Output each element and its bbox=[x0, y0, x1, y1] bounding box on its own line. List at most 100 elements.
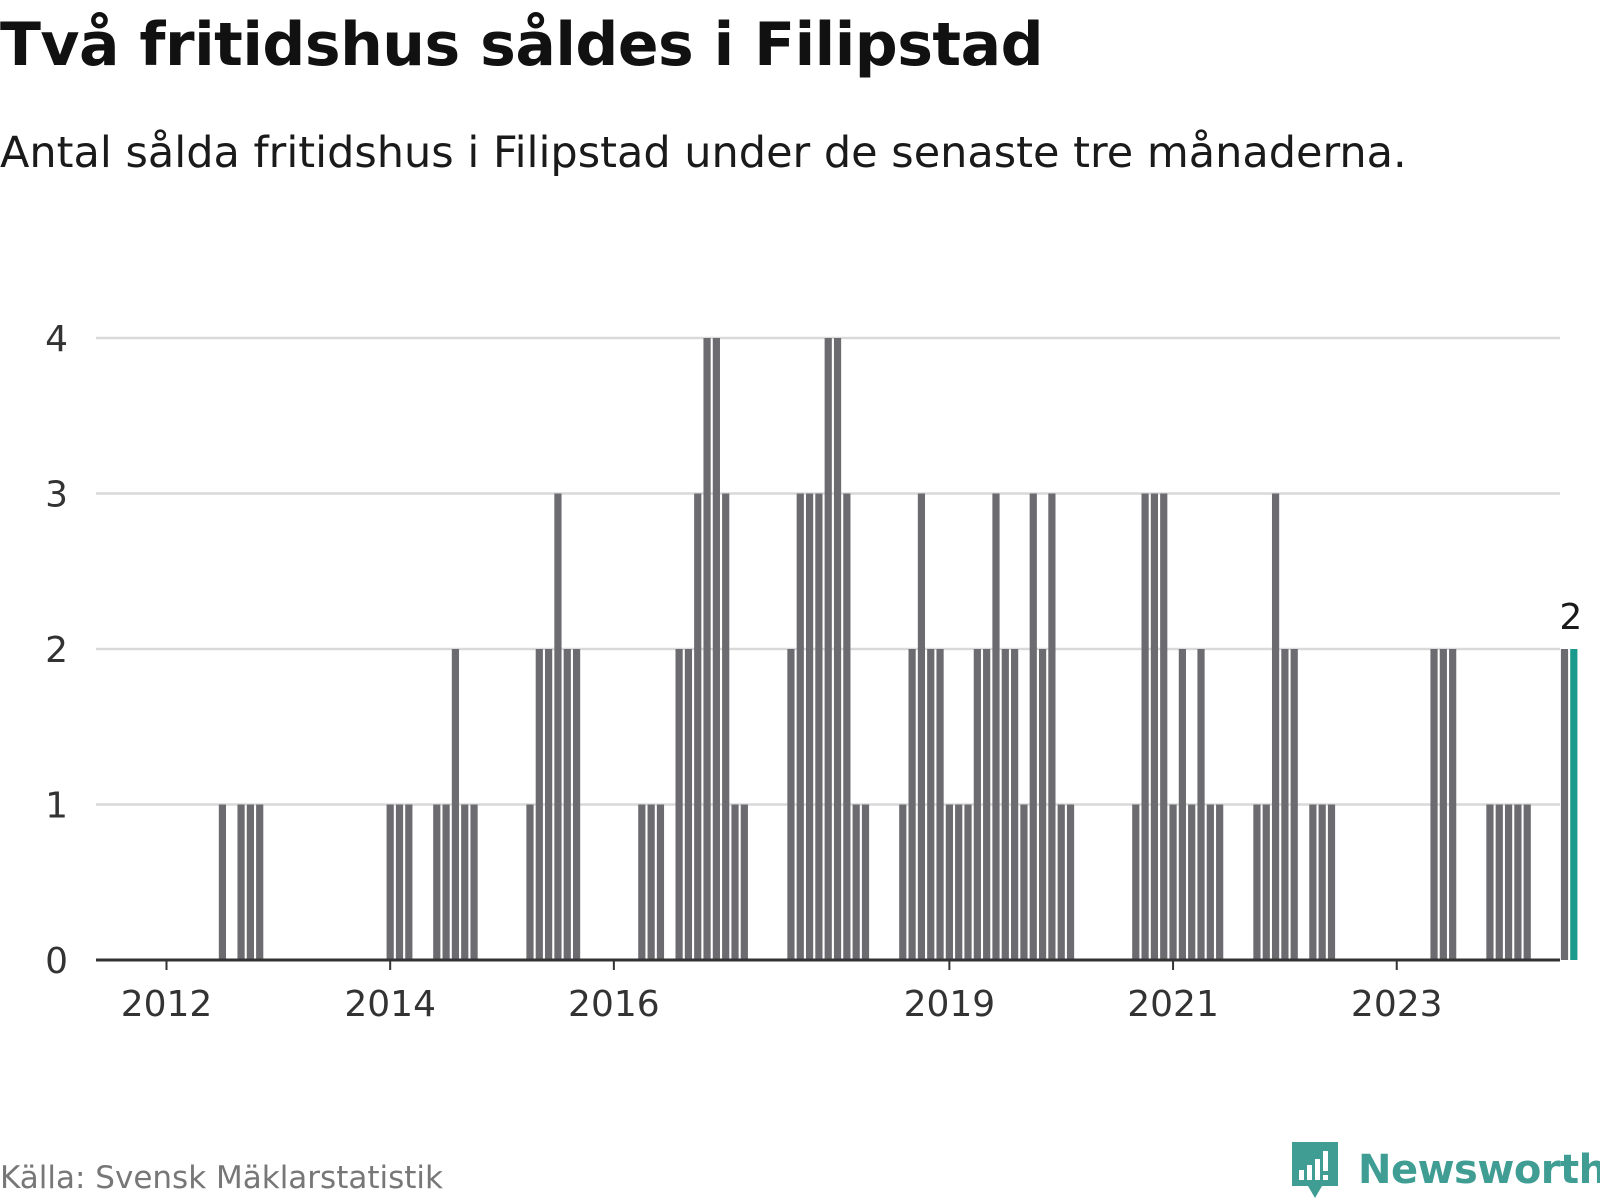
bar bbox=[712, 338, 720, 960]
bar bbox=[1197, 649, 1205, 960]
bar bbox=[563, 649, 571, 960]
bar bbox=[1188, 804, 1196, 960]
bar bbox=[638, 804, 646, 960]
bar bbox=[1020, 804, 1028, 960]
newsworthy-icon bbox=[1292, 1142, 1338, 1198]
x-tick-label: 2019 bbox=[904, 984, 996, 1025]
bar bbox=[983, 649, 991, 960]
bar bbox=[917, 493, 926, 960]
bar bbox=[1271, 493, 1280, 960]
bar bbox=[405, 804, 413, 960]
bar bbox=[1514, 804, 1522, 960]
chart-subtitle: Antal sålda fritidshus i Filipstad under… bbox=[0, 128, 1407, 178]
bar bbox=[1132, 804, 1140, 960]
bar bbox=[927, 649, 935, 960]
bar bbox=[731, 804, 739, 960]
bar bbox=[572, 649, 581, 960]
bar bbox=[973, 649, 981, 960]
x-tick-label: 2021 bbox=[1127, 984, 1219, 1025]
bar bbox=[1160, 493, 1168, 960]
bar bbox=[237, 804, 245, 960]
bar bbox=[1318, 804, 1326, 960]
bar bbox=[1290, 649, 1298, 960]
x-tick-label: 2016 bbox=[568, 984, 660, 1025]
bar bbox=[1066, 804, 1075, 960]
bar bbox=[1216, 804, 1224, 960]
bar bbox=[1523, 804, 1531, 960]
bar bbox=[675, 649, 683, 960]
bar bbox=[526, 804, 534, 960]
bar bbox=[1486, 804, 1494, 960]
bar bbox=[1430, 649, 1438, 960]
bar bbox=[796, 493, 804, 960]
y-tick-label: 3 bbox=[45, 475, 68, 516]
bar bbox=[545, 649, 553, 960]
bar bbox=[442, 804, 450, 960]
bar bbox=[955, 804, 963, 960]
bar bbox=[684, 649, 693, 960]
bar bbox=[1253, 804, 1261, 960]
bar bbox=[852, 804, 860, 960]
bar bbox=[843, 493, 851, 960]
bar bbox=[1029, 493, 1037, 960]
bar bbox=[1057, 804, 1065, 960]
bar bbox=[256, 804, 264, 960]
bar bbox=[861, 804, 870, 960]
bar bbox=[908, 649, 916, 960]
bar bbox=[964, 804, 972, 960]
brand-name: Newsworthy bbox=[1358, 1147, 1600, 1193]
bar bbox=[740, 804, 748, 960]
bar bbox=[433, 804, 441, 960]
bar bbox=[992, 493, 1000, 960]
bar bbox=[1262, 804, 1270, 960]
bar bbox=[1048, 493, 1056, 960]
bar bbox=[899, 804, 907, 960]
source-note: Källa: Svensk Mäklarstatistik bbox=[0, 1160, 443, 1196]
x-tick-label: 2014 bbox=[344, 984, 436, 1025]
bar bbox=[1001, 649, 1009, 960]
bar bbox=[386, 804, 394, 960]
bar bbox=[1141, 493, 1149, 960]
bar bbox=[833, 338, 842, 960]
bar bbox=[1011, 649, 1019, 960]
bar bbox=[936, 649, 944, 960]
bar bbox=[1169, 804, 1177, 960]
bar bbox=[1038, 649, 1047, 960]
bar bbox=[470, 804, 478, 960]
bar bbox=[824, 338, 832, 960]
bar bbox=[647, 804, 655, 960]
bar bbox=[535, 649, 543, 960]
bar bbox=[246, 804, 254, 960]
bar bbox=[1206, 804, 1214, 960]
bar bbox=[1309, 804, 1317, 960]
bar bbox=[815, 493, 823, 960]
x-tick-label: 2023 bbox=[1351, 984, 1443, 1025]
bar bbox=[1439, 649, 1447, 960]
bar bbox=[1327, 804, 1336, 960]
bar bbox=[461, 804, 469, 960]
y-tick-label: 4 bbox=[45, 319, 68, 360]
bar bbox=[703, 338, 711, 960]
brand-logo: Newsworthy bbox=[1290, 1140, 1600, 1200]
bar bbox=[1560, 649, 1569, 960]
bar bbox=[451, 649, 460, 960]
y-tick-label: 1 bbox=[45, 786, 68, 827]
data-label: 2 bbox=[1559, 597, 1582, 638]
chart-title: Två fritidshus såldes i Filipstad bbox=[0, 10, 1044, 80]
x-tick-label: 2012 bbox=[121, 984, 213, 1025]
bar bbox=[395, 804, 404, 960]
highlight-bar bbox=[1570, 649, 1578, 960]
bar bbox=[1281, 649, 1289, 960]
y-tick-label: 2 bbox=[45, 630, 68, 671]
bar bbox=[945, 804, 953, 960]
bar bbox=[805, 493, 814, 960]
bar bbox=[1150, 493, 1159, 960]
bar bbox=[1504, 804, 1513, 960]
bar bbox=[554, 493, 562, 960]
bar bbox=[694, 493, 702, 960]
bar bbox=[787, 649, 795, 960]
bar bbox=[1449, 649, 1457, 960]
y-tick-label: 0 bbox=[45, 941, 68, 982]
bar bbox=[218, 804, 227, 960]
